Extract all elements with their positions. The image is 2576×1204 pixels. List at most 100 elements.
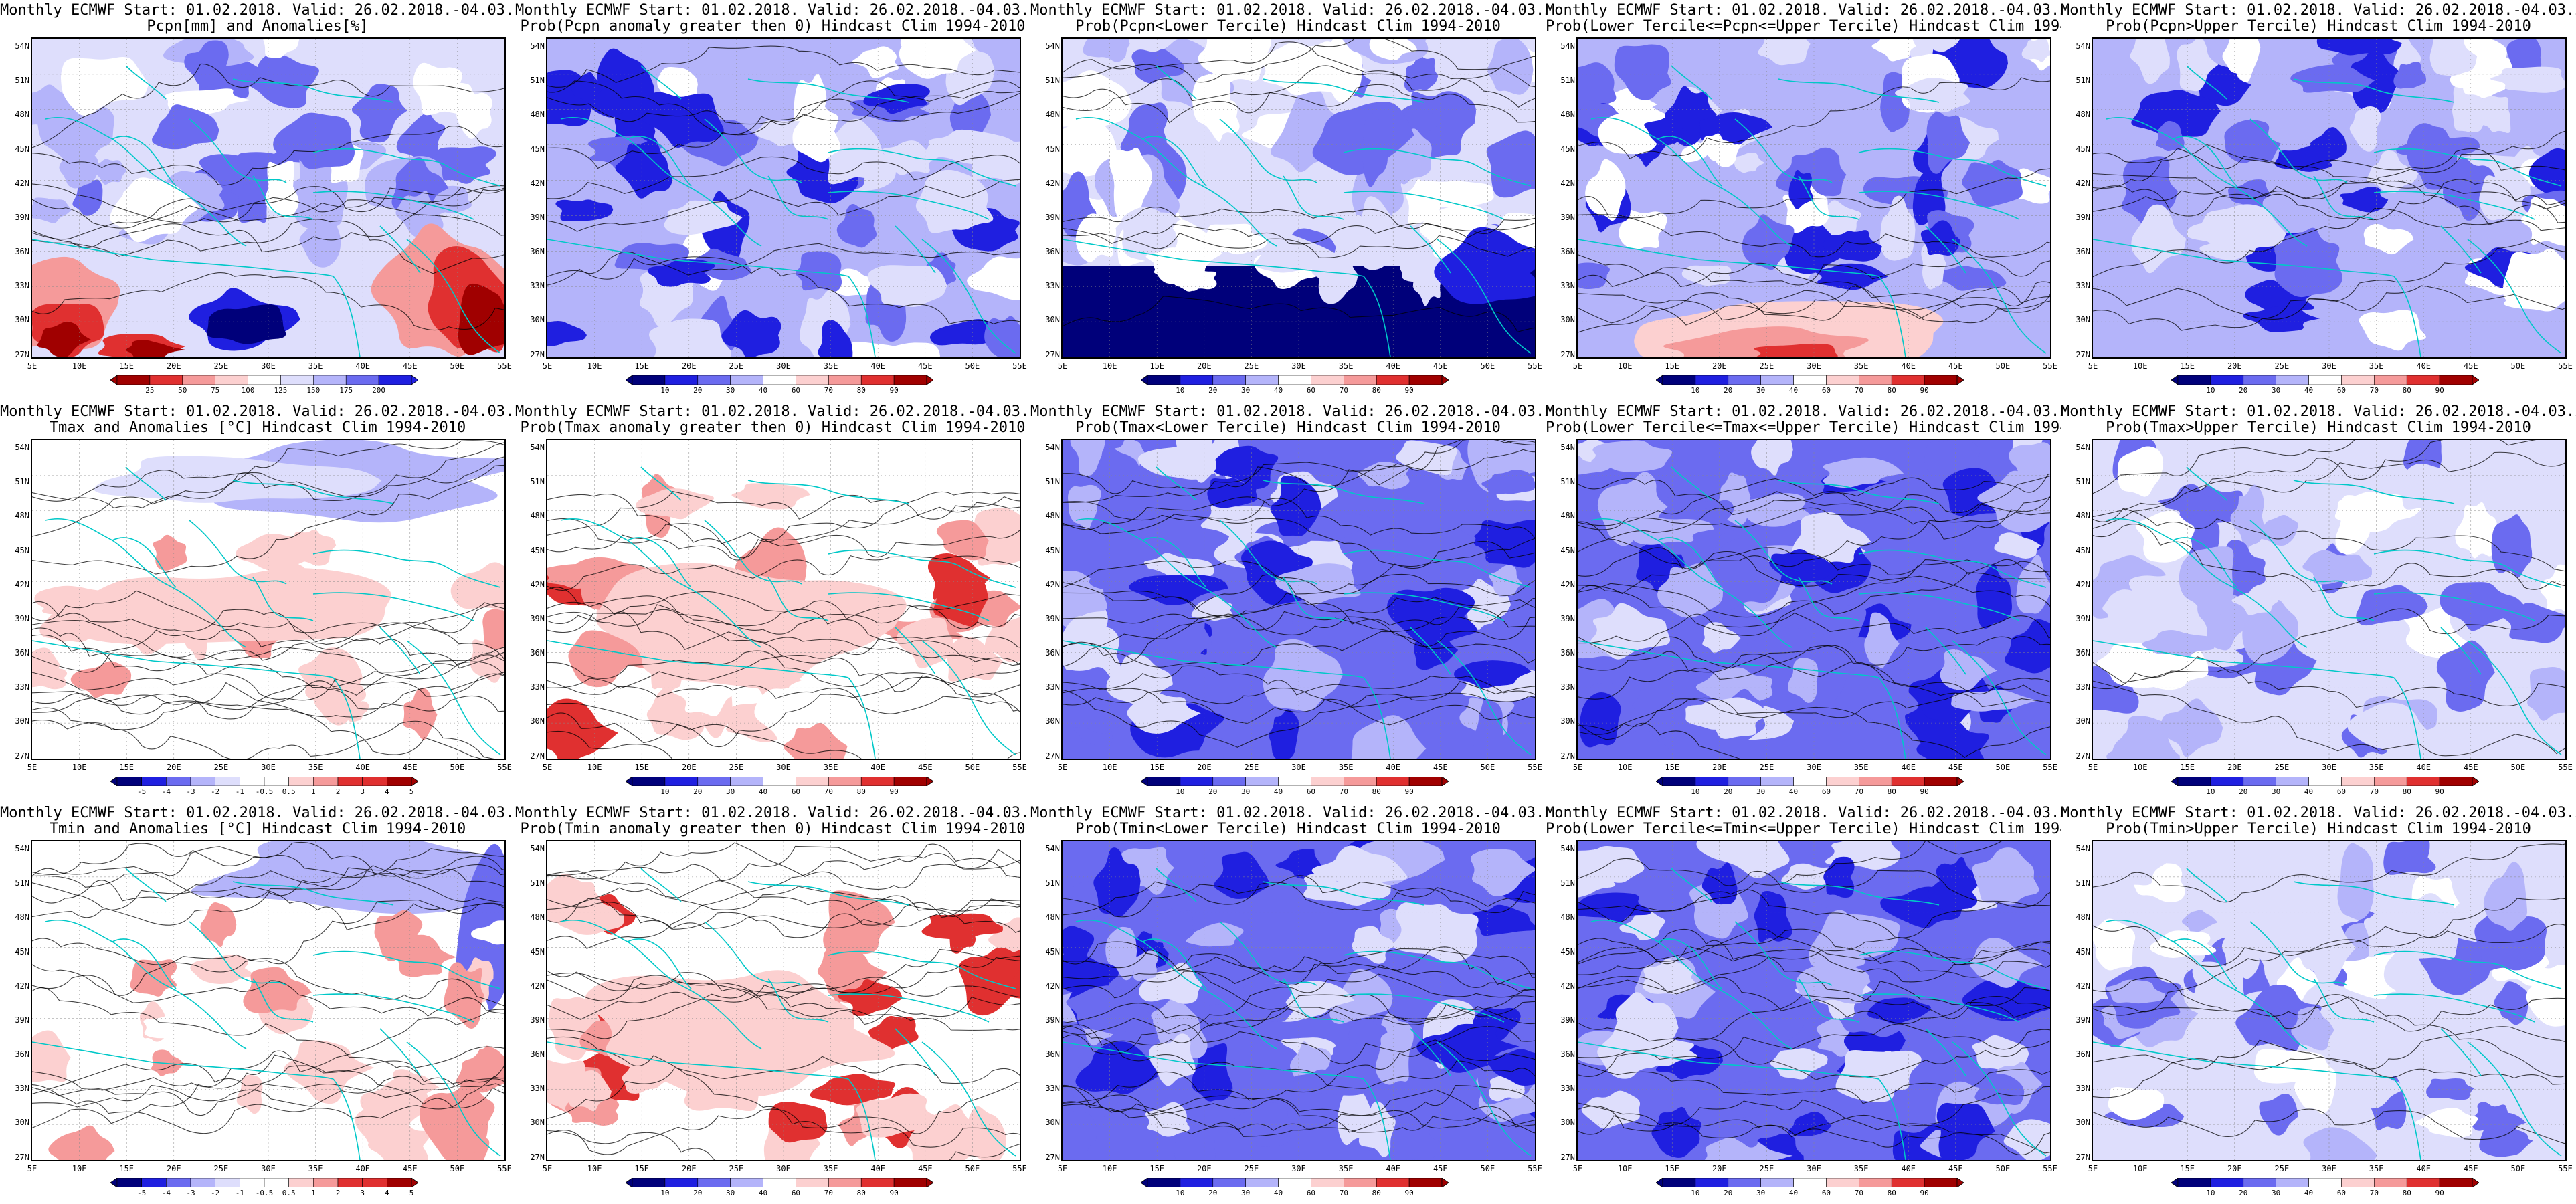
colorbar-bin [664,1178,699,1187]
shaded-region [299,217,341,268]
shaded-region [1404,54,1439,92]
coastline [1263,78,1424,103]
shaded-region [2436,640,2495,712]
shaded-region [1972,847,2039,905]
isoline [1578,889,2050,938]
latitude-label: 27N [2076,750,2090,761]
shaded-region [2093,502,2152,542]
coastline [828,592,990,621]
shaded-region [32,197,72,223]
isoline [1063,590,1535,618]
shaded-region [1864,612,1900,680]
longitude-label: 20E [166,1164,181,1173]
isoline [1578,1102,2050,1154]
coastline [312,993,474,1023]
shaded-region [1792,512,1871,566]
longitude-label: 15E [1665,1164,1680,1173]
longitude-label: 25E [1244,763,1259,772]
shaded-region [2356,585,2428,626]
latitude-label: 54N [1560,443,1575,452]
shaded-region [1895,78,1970,112]
shaded-region [693,248,751,280]
isoline [2093,898,2565,1013]
longitude-label: 50E [965,1164,980,1173]
shaded-region [810,1074,896,1106]
shaded-region [1063,926,1095,969]
shaded-region [1346,196,1395,266]
longitude-label: 55E [1528,361,1542,371]
isoline [547,1130,1020,1160]
isoline [1063,688,1535,708]
shaded-region [919,1104,990,1160]
shaded-region [1358,461,1410,490]
colorbar-bin [893,1178,927,1187]
coastline [921,1041,1016,1157]
shaded-region [1361,112,1393,187]
isoline [32,987,504,1088]
map-canvas [2092,439,2567,760]
colorbar-label: 20 [2239,787,2248,796]
colorbar-label: 30 [726,386,735,395]
shaded-region [1596,728,1673,759]
coastline [1778,881,1940,906]
isoline [1063,1001,1535,1027]
latitude-label: 54N [530,443,545,452]
coastline [828,950,1016,989]
coastline [312,191,474,220]
latitude-label: 45N [15,144,29,154]
isoline [547,870,1020,912]
longitude-label: 45E [917,763,933,772]
colorbar-bin [2406,1178,2440,1187]
latitude-label: 54N [530,844,545,854]
colorbar-arrow-left [110,1178,118,1187]
panel-title-line1: Monthly ECMWF Start: 01.02.2018. Valid: … [2061,403,2576,420]
colorbar-label: 30 [1241,1189,1251,1197]
coastline [828,148,1016,187]
latitude-label: 33N [1045,682,1060,692]
shaded-region [2470,1102,2511,1132]
panel-title-line1: Monthly ECMWF Start: 01.02.2018. Valid: … [0,2,515,19]
colorbar [2171,375,2479,385]
isoline [2093,452,2565,529]
shaded-region [403,688,438,740]
coastline [45,518,247,648]
coastline [2393,1078,2421,1160]
coastline [848,276,876,357]
isoline [1578,722,1740,759]
map-panel: Monthly ECMWF Start: 01.02.2018. Valid: … [1030,803,1546,1204]
coastline [1858,549,2047,588]
panel-title-line1: Monthly ECMWF Start: 01.02.2018. Valid: … [515,2,1030,19]
shaded-region [1651,1106,1701,1158]
colorbar-label: 30 [2272,386,2281,395]
colorbar-label: 200 [372,386,386,395]
colorbar [1141,375,1449,385]
shaded-region [1070,440,1106,476]
colorbar-label: 80 [2402,787,2411,796]
colorbar [110,1178,418,1187]
coastline [189,520,287,585]
shaded-region [1702,622,1741,654]
latitude-label: 39N [1045,212,1060,222]
coastline [1063,1041,1364,1080]
colorbar-bin [2210,375,2244,385]
colorbar-label: 30 [1241,787,1251,796]
longitude-label: 40E [355,763,371,772]
colorbar-label: 40 [1788,1189,1799,1197]
latitude-label: 36N [15,1049,29,1060]
shaded-region [1742,214,1795,270]
shaded-region [1930,265,2007,291]
colorbar-label: -0.5 [255,787,274,796]
latitude-label: 39N [2076,1015,2090,1025]
colorbar-bin [1311,777,1344,786]
shaded-region [2502,249,2565,310]
coastline [2373,592,2535,621]
longitude-label: 30E [1807,361,1821,371]
colorbar-bin [860,1178,895,1187]
coastline [1671,868,1712,902]
shaded-region [470,920,504,945]
latitude-label: 39N [15,1015,29,1025]
coastline [232,480,394,504]
shaded-region [984,316,1020,357]
longitude-label: 25E [1244,1164,1259,1173]
coastline [1219,118,1317,183]
